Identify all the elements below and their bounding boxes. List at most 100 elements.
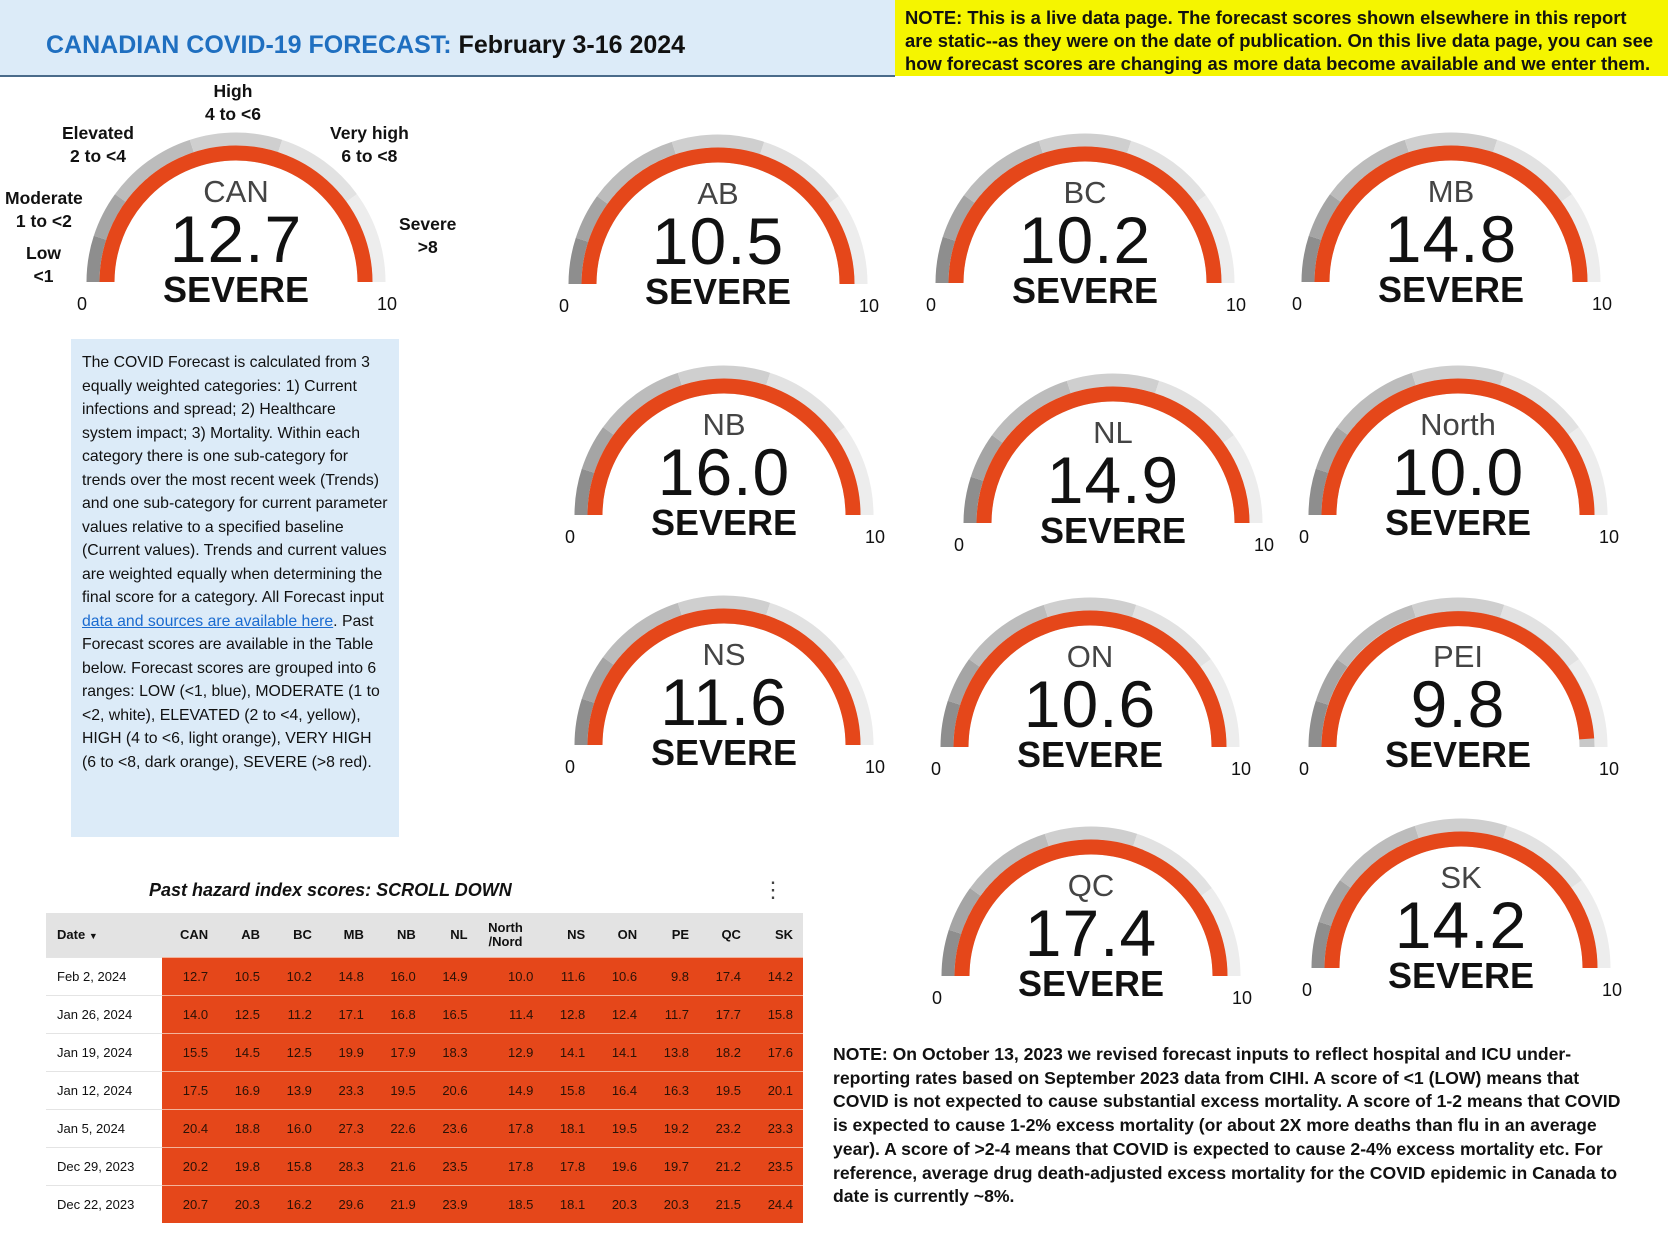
gauge-arc [935, 133, 1235, 284]
score-cell: 22.6 [373, 1109, 426, 1148]
range-label-low: Low <1 [26, 243, 61, 286]
gauge-band [677, 365, 771, 386]
column-header[interactable]: MB [321, 913, 374, 958]
sort-caret-icon[interactable]: ▼ [88, 930, 98, 941]
gauge-max-label: 10 [1599, 759, 1620, 779]
score-cell: 17.9 [373, 1033, 426, 1072]
score-cell: 14.5 [218, 1033, 271, 1072]
gauge-band [189, 132, 283, 153]
gauge-level-label: SEVERE [1039, 510, 1187, 551]
score-cell: 20.3 [218, 1185, 271, 1223]
gauge-level-label: SEVERE [1387, 955, 1535, 996]
gauge-max-label: 10 [1226, 295, 1247, 315]
score-cell: 23.6 [425, 1109, 478, 1148]
score-cell: 18.8 [218, 1109, 271, 1148]
gauge-fill [954, 839, 1228, 977]
gauge-band [574, 468, 595, 516]
gauge-region-name: AB [697, 176, 739, 211]
gauge-band [677, 595, 771, 616]
score-cell: 19.5 [595, 1109, 648, 1148]
gauge-arc [963, 373, 1263, 524]
gauge-ns: NS 11.6 SEVERE 0 10 [563, 575, 885, 785]
gauge-max-label: 10 [1599, 527, 1620, 547]
gauge-nl: NL 14.9 SEVERE 0 10 [952, 353, 1274, 563]
score-cell: 21.9 [373, 1185, 426, 1223]
row-date: Jan 26, 2024 [46, 995, 162, 1034]
gauge-arc [574, 595, 874, 746]
score-cell: 21.2 [699, 1147, 751, 1186]
score-cell: 15.5 [162, 1033, 219, 1072]
score-cell: 17.4 [699, 957, 751, 996]
score-cell: 15.8 [270, 1147, 322, 1186]
gauge-band [970, 435, 1003, 481]
gauge-band [1200, 659, 1240, 748]
score-cell: 14.8 [321, 957, 374, 996]
gauge-score-value: 14.2 [1394, 888, 1528, 962]
score-cell: 20.7 [162, 1185, 219, 1223]
gauge-band [760, 141, 839, 204]
gauge-level-label: SEVERE [650, 732, 798, 773]
gauge-band [1411, 365, 1505, 386]
more-options-icon[interactable]: ⋮ [762, 877, 784, 902]
score-cell: 20.2 [162, 1147, 219, 1186]
column-header[interactable]: CAN [162, 913, 219, 958]
past-scores-table[interactable]: Date ▼ CAN AB BC MB NB NL North/Nord NS ON PE QC SK… [46, 913, 803, 1223]
data-sources-link[interactable]: data and sources are available here [82, 612, 334, 630]
gauge-score-value: 14.8 [1384, 202, 1518, 276]
gauge-band [115, 139, 194, 202]
column-header[interactable]: ON [595, 913, 648, 958]
score-cell: 16.3 [647, 1071, 700, 1110]
column-header[interactable]: NL [425, 913, 478, 958]
score-cell: 21.6 [373, 1147, 426, 1186]
gauge-max-label: 10 [1231, 759, 1252, 779]
gauge-nb: NB 16.0 SEVERE 0 10 [563, 345, 885, 555]
gauge-max-label: 10 [859, 296, 880, 316]
gauge-band [1308, 700, 1329, 748]
gauge-band [575, 196, 608, 242]
gauge-score-value: 12.7 [169, 202, 303, 276]
row-date: Jan 12, 2024 [46, 1071, 162, 1110]
gauge-band [1500, 604, 1579, 667]
gauge-arc [1308, 597, 1608, 748]
gauge-band [969, 604, 1048, 667]
gauge-band [93, 194, 126, 240]
gauge-band [1318, 880, 1351, 926]
score-cell: 10.5 [218, 957, 271, 996]
gauge-mb: MB 14.8 SEVERE 0 10 [1290, 112, 1612, 322]
gauge-band [935, 236, 956, 284]
column-header[interactable]: BC [270, 913, 322, 958]
column-header[interactable]: NB [373, 913, 426, 958]
gauge-region-name: North [1420, 407, 1496, 442]
score-cell: 19.8 [218, 1147, 271, 1186]
column-header[interactable]: SK [750, 913, 803, 958]
header-bar: CANADIAN COVID-19 FORECAST: February 3-1… [0, 0, 895, 77]
gauge-min-label: 0 [559, 296, 570, 316]
gauge-band [568, 237, 589, 285]
gauge-band [964, 140, 1043, 203]
gauge-band [1308, 194, 1341, 240]
gauge-min-label: 0 [565, 527, 576, 547]
gauge-min-label: 0 [931, 759, 942, 779]
gauge-fill [1324, 831, 1598, 969]
gauge-fill [1321, 611, 1595, 748]
score-cell: 12.4 [595, 995, 648, 1034]
score-cell: 15.8 [750, 995, 803, 1034]
column-header[interactable]: AB [218, 913, 271, 958]
gauge-arc [1308, 365, 1608, 516]
column-header[interactable]: North/Nord [477, 913, 544, 958]
table-row: Dec 29, 2023 20.2 19.8 15.8 28.3 21.6 23.5 17.8… [46, 1147, 803, 1186]
gauge-arc [86, 132, 386, 283]
gauge-fill [1321, 378, 1595, 516]
column-header[interactable]: NS [543, 913, 596, 958]
column-header[interactable]: PE [647, 913, 700, 958]
column-header-date[interactable]: Date ▼ [46, 913, 162, 958]
column-header[interactable]: QC [699, 913, 751, 958]
gauge-band [1133, 833, 1212, 896]
gauge-qc: QC 17.4 SEVERE 0 10 [930, 806, 1252, 1016]
page-title: CANADIAN COVID-19 FORECAST: February 3-1… [46, 31, 685, 60]
score-cell: 11.2 [270, 995, 322, 1034]
gauge-band [1568, 659, 1608, 748]
score-cell: 14.1 [595, 1033, 648, 1072]
range-label-severe: Severe >8 [399, 214, 457, 257]
gauge-arc [941, 826, 1241, 977]
